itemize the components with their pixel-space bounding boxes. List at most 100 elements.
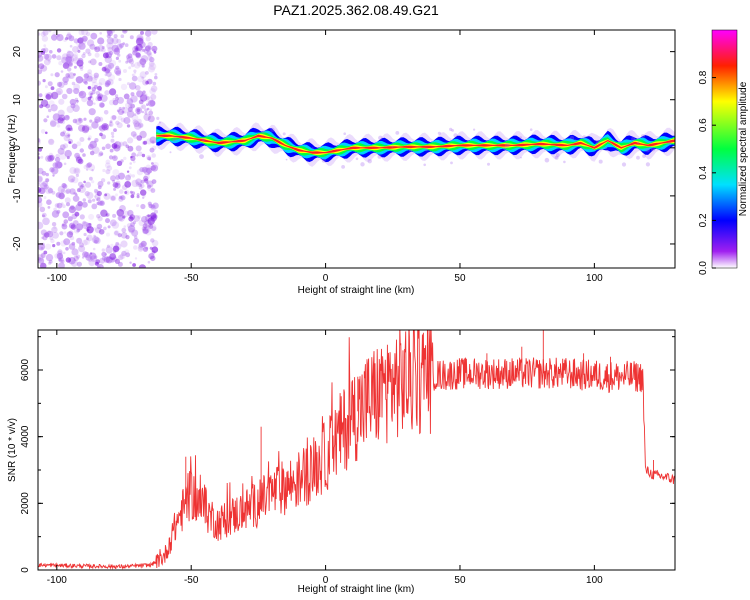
snr-x-axis-label: Height of straight line (km) [298, 584, 415, 595]
noise-speckle [56, 241, 61, 246]
x-tick-label: 50 [454, 575, 466, 586]
noise-speckle [129, 82, 137, 90]
ridge-speckle [555, 153, 560, 157]
noise-speckle [131, 179, 139, 188]
noise-speckle [83, 232, 87, 237]
noise-speckle [128, 216, 134, 222]
noise-speckle [61, 183, 67, 188]
noise-speckle [114, 141, 118, 145]
noise-speckle [66, 87, 73, 95]
noise-speckle [64, 149, 72, 158]
noise-speckle [151, 179, 157, 185]
snr-y-ticks: 0 2000 4000 6000 [20, 336, 675, 573]
noise-speckle [93, 237, 101, 245]
noise-speckle [99, 32, 102, 35]
noise-speckle [65, 73, 70, 78]
noise-speckle [89, 176, 93, 181]
noise-speckle [138, 185, 143, 190]
noise-speckle [73, 167, 81, 175]
noise-speckle [76, 229, 80, 233]
noise-speckle [148, 253, 155, 260]
noise-speckle [146, 138, 153, 145]
noise-speckle [55, 210, 60, 215]
noise-speckle [138, 264, 146, 268]
noise-speckle [137, 151, 143, 157]
noise-speckle [71, 143, 78, 150]
noise-speckle [81, 239, 88, 246]
noise-speckle [123, 156, 127, 161]
noise-speckle [54, 161, 63, 169]
noise-speckle [56, 90, 62, 96]
noise-speckle [78, 90, 87, 99]
noise-speckle [49, 50, 53, 54]
noise-speckle [70, 178, 74, 183]
noise-speckle [43, 250, 48, 255]
noise-speckle [137, 118, 142, 124]
noise-speckle [91, 203, 98, 210]
noise-speckle [88, 259, 96, 267]
noise-speckle [69, 44, 73, 48]
noise-speckle [146, 50, 152, 56]
noise-speckle [79, 242, 84, 248]
noise-speckle [106, 244, 110, 248]
noise-speckle [68, 141, 72, 144]
colorbar-tick-label: 0.0 [698, 261, 709, 275]
noise-speckle [50, 86, 55, 91]
noise-speckle [88, 222, 92, 226]
noise-speckle [135, 85, 141, 91]
noise-speckle [115, 56, 119, 61]
noise-speckle [77, 158, 84, 165]
noise-speckle [38, 156, 41, 160]
noise-speckle [132, 119, 138, 125]
noise-speckle [101, 146, 106, 151]
noise-speckle [74, 97, 79, 102]
noise-speckle [141, 226, 147, 231]
ridge-speckle [651, 147, 655, 152]
noise-speckle [142, 226, 150, 234]
noise-speckle [73, 38, 79, 44]
noise-speckle [125, 252, 131, 258]
noise-speckle [80, 67, 84, 71]
noise-speckle [145, 71, 149, 75]
noise-speckle [61, 93, 68, 100]
noise-speckle [51, 190, 56, 195]
noise-speckle [74, 152, 80, 159]
noise-speckle [142, 196, 145, 199]
noise-speckle [67, 127, 71, 131]
ridge-speckle [574, 139, 577, 142]
noise-speckle [67, 75, 71, 79]
noise-speckle [110, 243, 114, 248]
colorbar: 0.0 0.2 0.4 0.6 0.8 Normalized spectral ampl… [698, 29, 749, 275]
noise-speckle [75, 156, 83, 164]
noise-speckle [98, 78, 106, 85]
ridge-speckle [282, 132, 286, 136]
noise-speckle [60, 131, 66, 137]
noise-speckle [45, 232, 49, 236]
noise-speckle [144, 108, 148, 112]
noise-speckle [69, 188, 76, 195]
noise-speckle [74, 192, 78, 196]
noise-speckle [97, 37, 105, 45]
noise-speckle [137, 122, 144, 129]
noise-speckle [145, 45, 152, 52]
noise-speckle [66, 202, 70, 207]
x-tick-label: -100 [47, 273, 67, 284]
noise-speckle [130, 194, 135, 199]
noise-speckle [114, 230, 119, 236]
noise-speckle [68, 62, 73, 67]
noise-speckle [142, 90, 146, 94]
noise-speckle [86, 99, 94, 107]
noise-speckle [147, 115, 155, 123]
noise-speckle [94, 138, 99, 143]
ridge-speckle [642, 154, 646, 158]
noise-speckle [99, 132, 103, 137]
noise-speckle [101, 251, 107, 257]
ridge-speckle [592, 147, 595, 150]
noise-speckle [116, 160, 123, 166]
noise-speckle [140, 55, 149, 63]
noise-speckle [137, 245, 144, 252]
noise-speckle [134, 235, 138, 239]
noise-speckle [147, 55, 153, 61]
noise-speckle [77, 49, 81, 53]
noise-speckle [129, 261, 132, 264]
